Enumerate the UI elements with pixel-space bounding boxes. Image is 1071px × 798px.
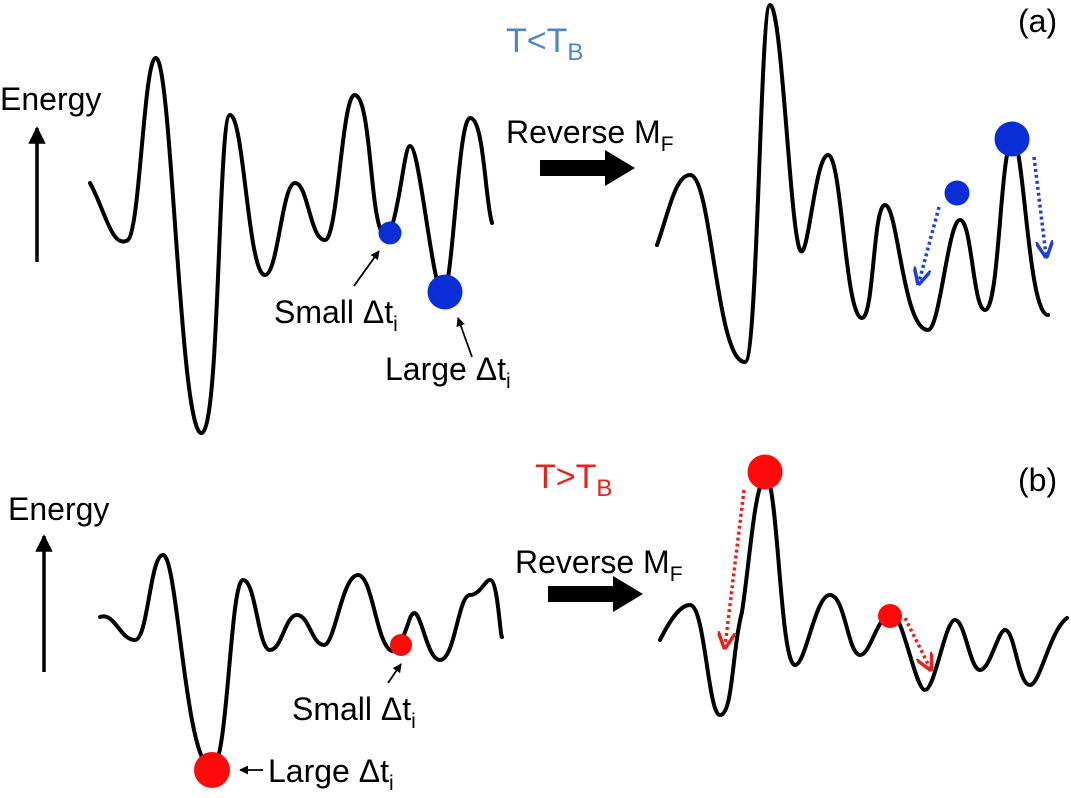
panel-b-small-label-main: Small Δt	[292, 691, 411, 727]
panel-a-large-label: Large Δti	[385, 351, 511, 393]
panel-b-large-label: Large Δti	[268, 753, 394, 795]
panel-a-large-pointer	[456, 317, 473, 358]
panel-a-small-label: Small Δti	[274, 294, 398, 336]
panel-a-reverse-label-main: Reverse M	[506, 114, 661, 150]
panel-a-reverse-arrow	[540, 150, 635, 186]
panel-a-small-fall-arrow	[919, 206, 941, 282]
panel-b-large-label-sub: i	[389, 772, 394, 795]
panel-b-small-ball	[390, 634, 412, 656]
panel-b-label: (b)	[1018, 462, 1057, 498]
panel-b-small-fall-arrow	[903, 617, 930, 668]
panel-b-reverse-label-main: Reverse M	[515, 544, 670, 580]
panel-b-title-sub: B	[596, 475, 612, 502]
panel-b-landscape-before	[98, 553, 504, 770]
panel-a-large-label-main: Large Δt	[385, 351, 506, 387]
panel-b-energy-label: Energy	[8, 491, 109, 527]
panel-a-reversed-small-ball	[944, 180, 970, 206]
panel-a-reverse-label-sub: F	[661, 133, 674, 156]
panel-b-small-pointer	[387, 663, 402, 684]
panel-a-small-pointer	[353, 250, 380, 287]
panel-a-landscape-before	[88, 55, 494, 436]
panel-a-small-ball	[378, 221, 402, 245]
panel-a-title-main: T<T	[506, 22, 567, 60]
panel-b: (b) T>TB Energy Small Δti Large Δti Reve…	[8, 454, 1069, 795]
panel-b-reversed-small-ball	[878, 604, 902, 628]
panel-b-landscape-after	[658, 476, 1069, 717]
panel-b-reverse-arrow	[548, 576, 643, 612]
panel-b-large-ball	[194, 752, 230, 788]
panel-a-small-label-sub: i	[393, 313, 398, 336]
panel-b-large-label-main: Large Δt	[268, 753, 389, 789]
panel-b-reverse-label-sub: F	[670, 563, 683, 586]
panel-b-reversed-large-ball	[747, 454, 783, 490]
panel-b-title: T>TB	[535, 458, 612, 502]
panel-a: (a) T<TB Energy Small Δti Large Δti Reve…	[0, 3, 1057, 436]
panel-a-reversed-large-ball	[994, 121, 1030, 157]
panel-a-title-sub: B	[567, 39, 583, 66]
panel-a-landscape-after	[655, 3, 1050, 364]
panel-b-reverse-label: Reverse MF	[515, 544, 683, 586]
panel-a-title: T<TB	[506, 22, 583, 66]
panel-b-title-main: T>T	[535, 458, 596, 496]
panel-b-small-label-sub: i	[411, 710, 416, 733]
panel-a-reverse-label: Reverse MF	[506, 114, 674, 156]
panel-a-energy-label: Energy	[0, 81, 101, 117]
panel-a-large-label-sub: i	[506, 370, 511, 393]
panel-a-large-ball	[427, 274, 463, 310]
panel-b-large-fall-arrow	[725, 489, 746, 646]
panel-b-small-label: Small Δti	[292, 691, 416, 733]
panel-a-large-fall-arrow	[1032, 156, 1046, 255]
panel-a-small-label-main: Small Δt	[274, 294, 393, 330]
panel-a-label: (a)	[1018, 3, 1057, 39]
